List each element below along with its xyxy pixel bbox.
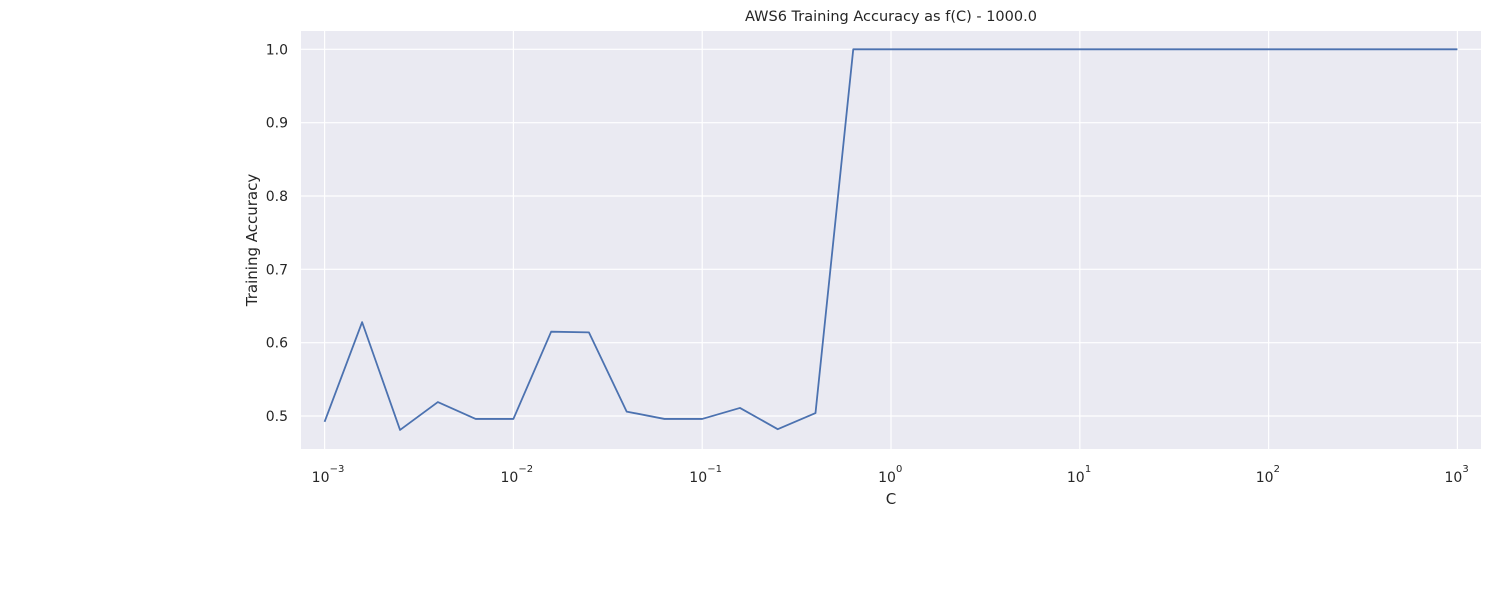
x-tick-label: 10	[878, 470, 896, 486]
y-tick-label: 0.8	[266, 189, 288, 205]
x-tick-label: 10	[689, 470, 707, 486]
y-tick-labels: 0.5 0.6 0.7 0.8 0.9 1.0	[266, 42, 288, 425]
x-tick-label: 10	[1445, 470, 1463, 486]
y-tick-label: 0.7	[266, 262, 288, 278]
y-tick-label: 0.6	[266, 336, 288, 352]
x-tick-exponent: 3	[1462, 464, 1468, 475]
x-tick-label: 10	[312, 470, 330, 486]
x-tick-exponent: 1	[1085, 464, 1091, 475]
y-tick-label: 0.9	[266, 116, 288, 132]
x-tick-exponent: 0	[896, 464, 902, 475]
y-axis-label: Training Accuracy	[243, 174, 261, 308]
y-gridlines	[301, 48, 1481, 417]
x-tick-exponent: 2	[1274, 464, 1280, 475]
y-tick-label: 0.5	[266, 409, 288, 425]
x-tick-label: 10	[500, 470, 518, 486]
chart-title: AWS6 Training Accuracy as f(C) - 1000.0	[745, 9, 1037, 25]
series-line	[323, 48, 1458, 431]
x-gridlines	[323, 31, 1459, 449]
x-tick-exponent: −3	[330, 464, 345, 475]
x-tick-label: 10	[1067, 470, 1085, 486]
x-tick-exponent: −1	[707, 464, 722, 475]
x-tick-exponent: −2	[518, 464, 533, 475]
y-tick-label: 1.0	[266, 42, 288, 58]
x-axis-label: C	[886, 490, 896, 508]
x-tick-label: 10	[1256, 470, 1274, 486]
